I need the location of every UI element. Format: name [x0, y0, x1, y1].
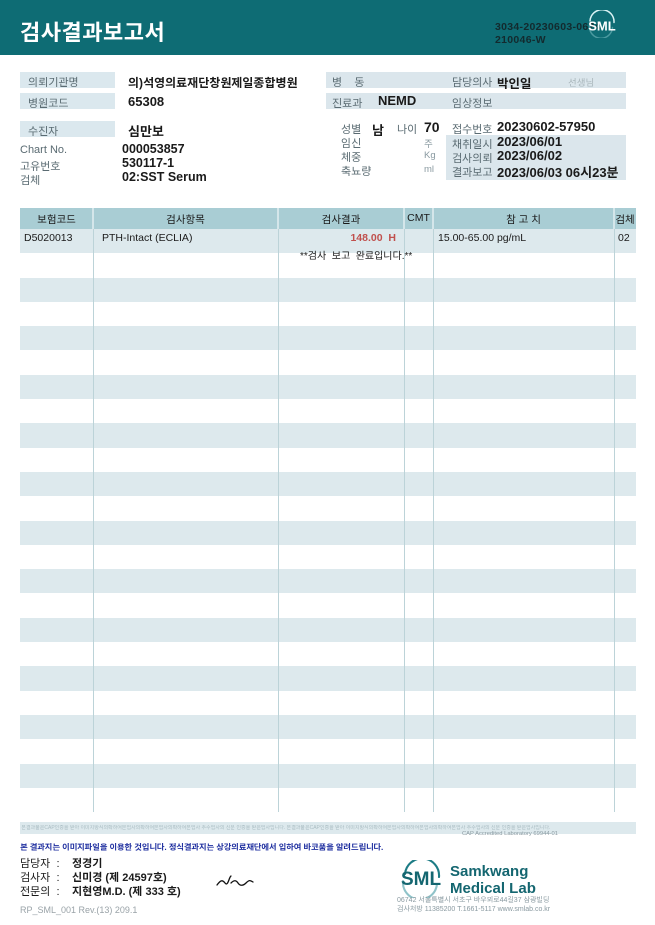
- svg-text:SML: SML: [401, 869, 442, 890]
- svg-text:SML: SML: [588, 19, 616, 34]
